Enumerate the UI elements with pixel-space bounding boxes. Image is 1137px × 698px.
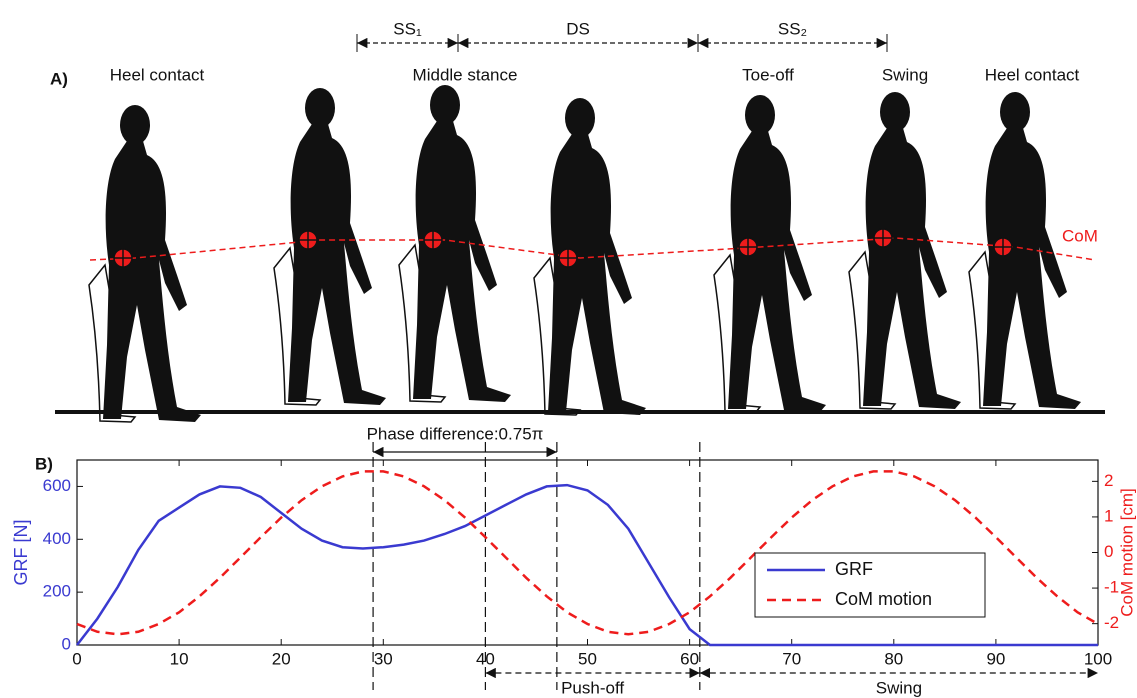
walker xyxy=(714,95,826,412)
annotation-label: Push-off xyxy=(561,678,624,697)
legend-label: CoM motion xyxy=(835,589,932,609)
walker xyxy=(534,98,646,415)
walker xyxy=(274,88,386,405)
y2-tick-label: 0 xyxy=(1104,542,1113,561)
x-tick-label: 0 xyxy=(72,649,81,668)
y2-axis-label: CoM motion [cm] xyxy=(1117,488,1136,616)
phase-label: Middle stance xyxy=(413,65,518,84)
y2-tick-label: 1 xyxy=(1104,506,1113,525)
legend: GRF CoM motion xyxy=(755,553,985,617)
interval-label: SS₁ xyxy=(393,19,422,38)
panel-label: A) xyxy=(50,69,68,88)
annotation-label: Phase difference:0.75π xyxy=(367,424,544,443)
interval-label: SS₂ xyxy=(778,19,807,38)
x-tick-label: 20 xyxy=(272,649,291,668)
y2-tick-label: 2 xyxy=(1104,471,1113,490)
y-tick-label: 600 xyxy=(43,476,71,495)
walkers xyxy=(89,85,1095,422)
x-tick-label: 80 xyxy=(884,649,903,668)
x-tick-label: 60 xyxy=(680,649,699,668)
y-tick-label: 0 xyxy=(62,634,71,653)
walker xyxy=(969,92,1081,409)
x-tick-label: 30 xyxy=(374,649,393,668)
phase-label: Swing xyxy=(882,65,928,84)
x-tick-label: 100 xyxy=(1084,649,1112,668)
walker xyxy=(399,85,511,402)
y-tick-label: 400 xyxy=(43,529,71,548)
x-tick-label: 10 xyxy=(170,649,189,668)
x-tick-label: 90 xyxy=(986,649,1005,668)
interval-label: DS xyxy=(566,19,590,38)
phase-label: Toe-off xyxy=(742,65,794,84)
walker xyxy=(89,105,201,422)
annotation-label: Swing xyxy=(876,678,922,697)
panel-label: B) xyxy=(35,454,53,473)
x-tick-label: 70 xyxy=(782,649,801,668)
phase-label: Heel contact xyxy=(110,65,205,84)
phase-label: Heel contact xyxy=(985,65,1080,84)
com-label: CoM xyxy=(1062,226,1098,245)
figure: A) B) CoM Heel contact Middle stance Toe-of… xyxy=(0,0,1137,698)
y-axis-label: GRF [N] xyxy=(11,520,31,586)
legend-label: GRF xyxy=(835,559,873,579)
y-tick-label: 200 xyxy=(43,582,71,601)
x-tick-label: 50 xyxy=(578,649,597,668)
walker xyxy=(849,92,961,409)
